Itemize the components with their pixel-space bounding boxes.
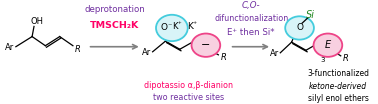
Text: two reactive sites: two reactive sites xyxy=(153,93,225,102)
Text: O: O xyxy=(296,24,303,32)
Text: K: K xyxy=(187,22,193,31)
Ellipse shape xyxy=(285,16,314,40)
Text: C,O-: C,O- xyxy=(242,1,260,10)
Text: R: R xyxy=(342,54,348,63)
Text: OH: OH xyxy=(31,17,43,26)
Text: ⁺: ⁺ xyxy=(192,20,197,29)
Text: E: E xyxy=(325,40,331,50)
Text: difunctionalization: difunctionalization xyxy=(214,14,288,23)
Text: R: R xyxy=(221,53,226,62)
Text: Ar: Ar xyxy=(270,49,279,58)
Text: K: K xyxy=(172,22,178,31)
Text: Ar: Ar xyxy=(5,43,14,52)
Text: E⁺ then Si*: E⁺ then Si* xyxy=(228,28,275,37)
Ellipse shape xyxy=(192,33,220,57)
Text: dipotassio α,β-dianion: dipotassio α,β-dianion xyxy=(144,81,233,90)
Text: ketone-derived: ketone-derived xyxy=(309,82,367,91)
Text: Si: Si xyxy=(307,10,315,20)
Text: TMSCH₂K: TMSCH₂K xyxy=(90,21,139,30)
Text: 3-functionalized: 3-functionalized xyxy=(307,69,369,78)
Text: ⁻: ⁻ xyxy=(167,21,172,30)
Ellipse shape xyxy=(313,33,342,57)
Text: Ar: Ar xyxy=(142,48,151,57)
Ellipse shape xyxy=(156,15,188,41)
Text: silyl enol ethers: silyl enol ethers xyxy=(308,94,369,103)
Text: R: R xyxy=(75,45,81,54)
Text: 3: 3 xyxy=(321,57,325,63)
Text: −: − xyxy=(201,40,211,50)
Text: O: O xyxy=(161,24,168,32)
Text: deprotonation: deprotonation xyxy=(84,5,145,14)
Text: ⁺: ⁺ xyxy=(178,22,181,28)
